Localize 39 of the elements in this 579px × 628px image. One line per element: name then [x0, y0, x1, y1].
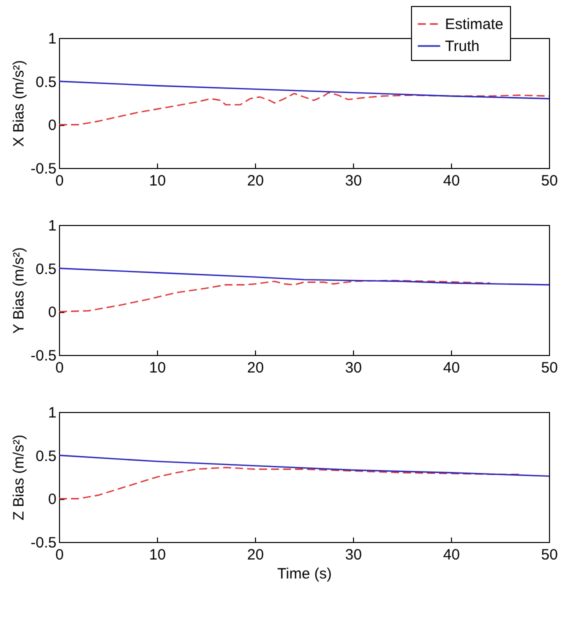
x-tick-label: 10 [149, 172, 166, 190]
line-series [59, 466, 520, 500]
x-tick-label: 20 [247, 360, 264, 376]
x-tick-label: 50 [541, 546, 558, 564]
x-tick-label: 30 [345, 546, 362, 564]
y-tick-label: 1 [48, 404, 56, 422]
legend-label: Truth [445, 38, 480, 55]
x-tick-label: 10 [149, 360, 166, 376]
x-tick-label: 50 [541, 360, 558, 376]
x-tick-label: 20 [247, 172, 264, 190]
x-tick-label: 10 [149, 546, 166, 564]
y-tick-label: 0 [48, 491, 56, 508]
line-series [59, 268, 549, 286]
x-axis-title: Time (s) [277, 566, 332, 582]
x-tick-label: 30 [345, 360, 362, 376]
y-tick-label: -0.5 [30, 160, 56, 178]
y-tick-label: 0.5 [36, 74, 56, 91]
y-tick-label: 0 [48, 117, 56, 134]
line-series [59, 92, 549, 126]
y-axis-title: Y Bias (m/s²) [10, 247, 28, 334]
line-series [59, 80, 549, 100]
y-tick-label: -0.5 [30, 348, 56, 364]
y-tick-label: 0.5 [36, 260, 56, 278]
x-tick-label: 40 [443, 546, 460, 564]
y-tick-label: 1 [48, 218, 56, 234]
line-series [59, 280, 491, 312]
y-tick-label: 0.5 [36, 448, 56, 465]
y-tick-label: -0.5 [30, 534, 56, 552]
x-tick-label: 40 [443, 360, 460, 376]
legend-label: Estimate [445, 16, 504, 33]
y-axis-title: X Bias (m/s²) [10, 60, 28, 147]
x-tick-label: 50 [541, 172, 558, 190]
x-tick-label: 20 [247, 546, 264, 564]
y-tick-label: 0 [48, 304, 56, 322]
y-axis-title: Z Bias (m/s²) [10, 434, 28, 520]
line-series [59, 454, 549, 477]
x-tick-label: 40 [443, 172, 460, 190]
y-tick-label: 1 [48, 30, 56, 48]
x-tick-label: 30 [345, 172, 362, 190]
